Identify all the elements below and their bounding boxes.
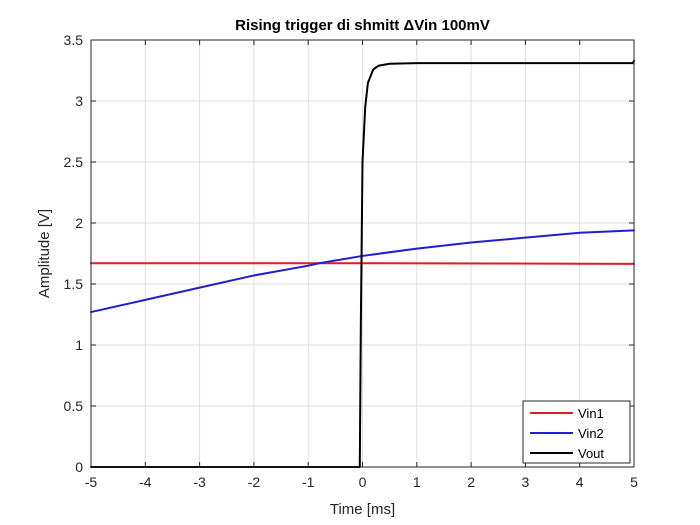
y-tick-label: 2 <box>75 215 83 231</box>
series-line-vin1 <box>90 262 635 265</box>
legend-label-vin2: Vin2 <box>578 426 604 441</box>
y-tick-label: 3 <box>75 93 83 109</box>
y-tick-label: 0.5 <box>64 398 84 414</box>
y-tick-label: 1 <box>75 337 83 353</box>
y-tick-label: 1.5 <box>64 276 84 292</box>
x-tick-label: 1 <box>413 474 421 490</box>
x-tick-label: 4 <box>576 474 584 490</box>
x-tick-label: -4 <box>139 474 152 490</box>
x-tick-label: 2 <box>467 474 475 490</box>
x-tick-label: -2 <box>248 474 261 490</box>
x-tick-label: 3 <box>522 474 530 490</box>
x-tick-label: -1 <box>302 474 315 490</box>
legend-label-vin1: Vin1 <box>578 406 604 421</box>
chart-title: Rising trigger di shmitt ΔVin 100mV <box>235 17 490 34</box>
y-tick-label: 0 <box>75 459 83 475</box>
x-tick-label: -5 <box>85 474 98 490</box>
y-axis-label: Amplitude [V] <box>36 209 53 298</box>
x-tick-label: 5 <box>630 474 638 490</box>
x-axis-label: Time [ms] <box>330 501 395 518</box>
series-line-vin2 <box>90 229 635 314</box>
legend: Vin1 Vin2 Vout <box>522 400 631 464</box>
y-axis-ticks: 0 0.5 1 1.5 2 2.5 3 3.5 <box>64 32 634 475</box>
y-tick-label: 2.5 <box>64 154 84 170</box>
x-tick-label: -3 <box>193 474 206 490</box>
legend-label-vout: Vout <box>578 446 604 461</box>
x-axis-ticks: -5 -4 -3 -2 -1 0 1 2 3 4 5 <box>85 40 638 490</box>
y-tick-label: 3.5 <box>64 32 84 48</box>
x-tick-label: 0 <box>359 474 367 490</box>
